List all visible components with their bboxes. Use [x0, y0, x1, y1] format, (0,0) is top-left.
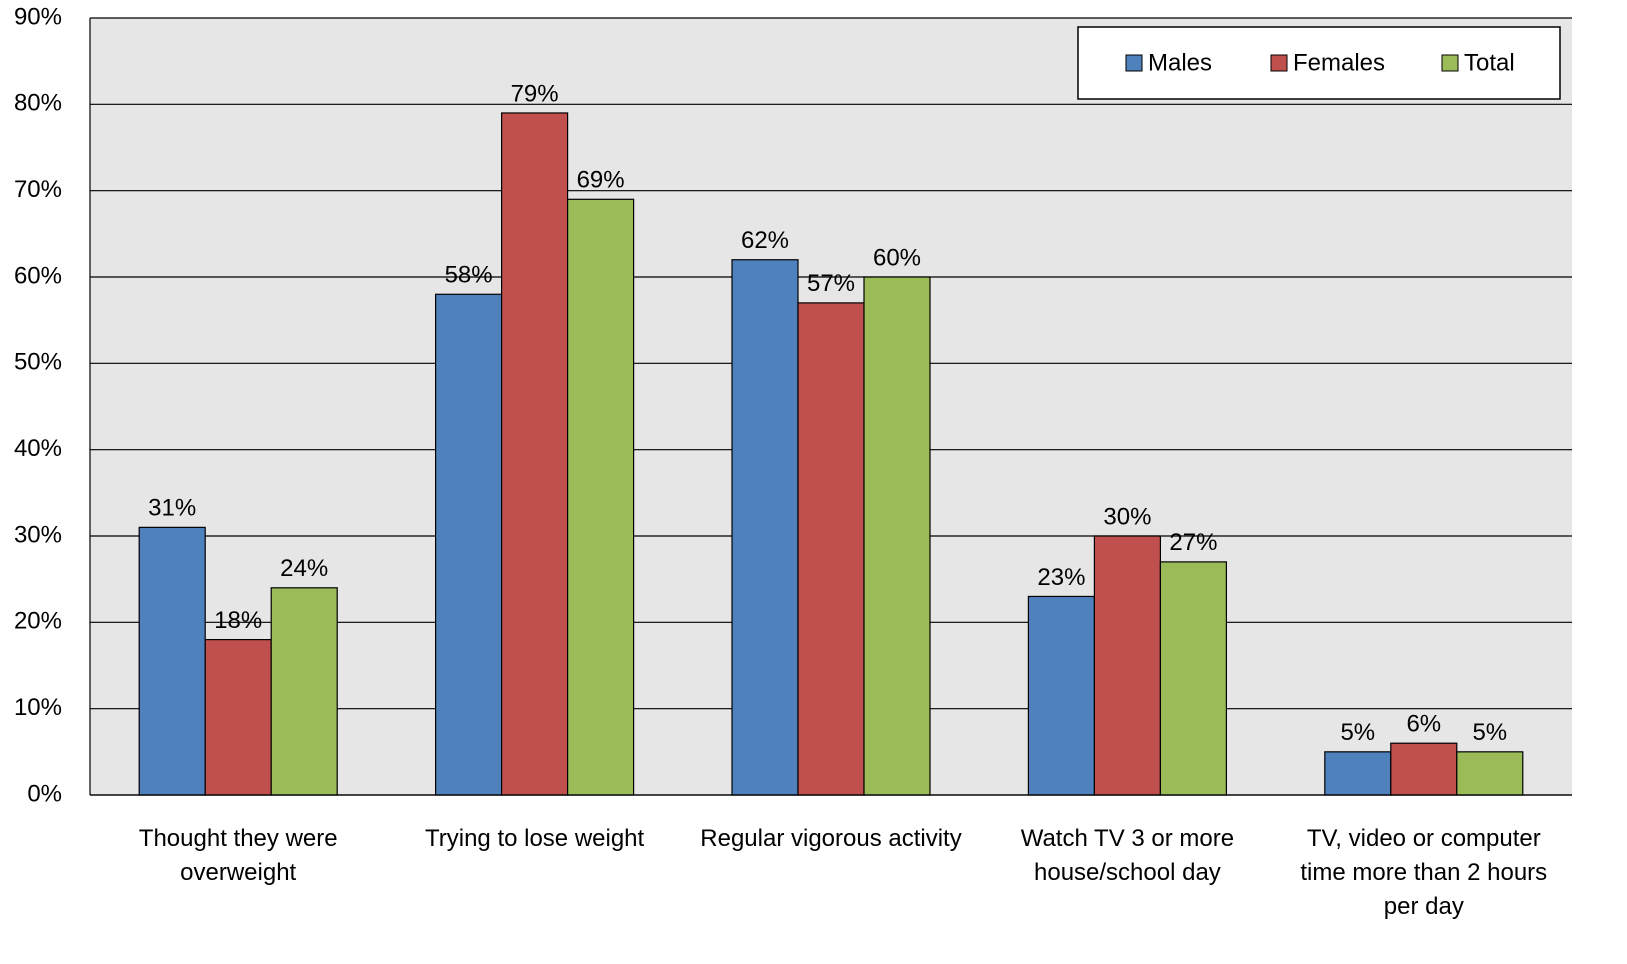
- data-label: 24%: [280, 555, 328, 582]
- y-tick-label: 90%: [14, 3, 62, 30]
- x-tick-label: TV, video or computer time more than 2 ho…: [1300, 825, 1547, 920]
- x-tick-line: house/school day: [1034, 859, 1221, 886]
- y-tick-label: 0%: [27, 780, 62, 807]
- bar: [863, 276, 931, 796]
- bar: [270, 587, 338, 796]
- legend-swatch: [1270, 54, 1288, 72]
- data-label: 79%: [511, 80, 559, 107]
- y-tick-label: 70%: [14, 176, 62, 203]
- x-tick-label: Trying to lose weight: [425, 825, 645, 852]
- y-tick-label: 30%: [14, 521, 62, 548]
- bar: [204, 638, 272, 796]
- data-label: 60%: [873, 244, 921, 271]
- x-tick-line: time more than 2 hours: [1300, 859, 1547, 886]
- bar: [1093, 535, 1162, 796]
- x-tick-line: TV, video or computer: [1307, 825, 1541, 852]
- x-tick-line: overweight: [180, 859, 296, 886]
- data-label: 58%: [445, 262, 493, 289]
- bar: [1159, 561, 1228, 796]
- bar: [501, 112, 569, 796]
- legend-swatch: [1125, 54, 1143, 72]
- y-tick-label: 60%: [14, 262, 62, 289]
- legend-swatch: [1441, 54, 1459, 72]
- x-tick-label: Watch TV 3 or more house/school day: [1021, 825, 1234, 886]
- bar: [1456, 751, 1524, 796]
- data-label: 5%: [1472, 719, 1507, 746]
- bar: [566, 198, 635, 796]
- bar: [797, 302, 865, 796]
- legend-label: Males: [1148, 49, 1212, 76]
- data-label: 27%: [1169, 529, 1217, 556]
- data-label: 69%: [577, 167, 625, 194]
- x-tick-line: Thought they were: [139, 825, 338, 852]
- data-label: 6%: [1406, 711, 1441, 738]
- x-tick-label: Thought they were overweight: [139, 825, 338, 886]
- bar: [1027, 595, 1096, 796]
- data-label: 5%: [1340, 719, 1375, 746]
- data-label: 30%: [1103, 503, 1151, 530]
- bar: [1390, 742, 1458, 796]
- legend-box: [1077, 26, 1561, 100]
- y-tick-label: 80%: [14, 90, 62, 117]
- bar: [138, 526, 206, 796]
- data-label: 62%: [741, 227, 789, 254]
- x-tick-line: Regular vigorous activity: [700, 825, 961, 852]
- legend-label: Females: [1293, 49, 1385, 76]
- bar: [1324, 751, 1392, 796]
- x-tick-line: per day: [1384, 893, 1464, 920]
- data-label: 18%: [214, 607, 262, 634]
- x-tick-line: Watch TV 3 or more: [1021, 825, 1234, 852]
- y-tick-label: 20%: [14, 608, 62, 635]
- data-label: 57%: [807, 270, 855, 297]
- bar: [435, 293, 503, 796]
- bar: [731, 259, 799, 796]
- y-tick-label: 40%: [14, 435, 62, 462]
- data-label: 31%: [148, 495, 196, 522]
- y-tick-label: 10%: [14, 694, 62, 721]
- data-label: 23%: [1037, 564, 1085, 591]
- legend-label: Total: [1464, 49, 1515, 76]
- y-tick-label: 50%: [14, 349, 62, 376]
- x-tick-label: Regular vigorous activity: [700, 825, 961, 852]
- x-tick-line: Trying to lose weight: [425, 825, 645, 852]
